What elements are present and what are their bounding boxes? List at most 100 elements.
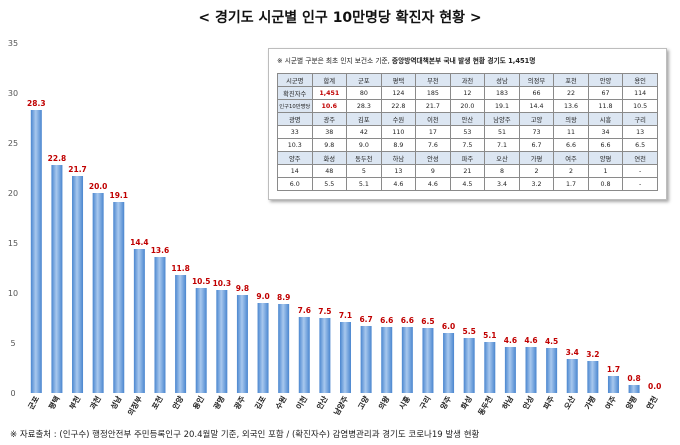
table-cell: 4.5	[449, 177, 486, 191]
table-cell: 5.5	[311, 177, 348, 191]
table-cell: 5	[346, 164, 382, 178]
value-label: 6.6	[401, 316, 414, 325]
bar-광명	[216, 290, 228, 393]
table-cell: 의정부	[518, 73, 555, 87]
table-cell: 17	[415, 125, 451, 139]
value-label: 11.8	[171, 264, 190, 273]
bar-구리	[422, 328, 434, 393]
table-cell: 부천	[415, 73, 451, 87]
table-cell: 48	[311, 164, 348, 178]
table-cell: 3.4	[484, 177, 520, 191]
bar-하남	[504, 347, 516, 393]
x-tick-label: 안산	[314, 394, 330, 411]
table-cell: 파주	[449, 151, 486, 165]
table-cell: 22.8	[380, 99, 417, 113]
table-cell: 남양주	[484, 112, 520, 126]
x-tick-label: 안양	[170, 394, 186, 411]
table-cell: 19.1	[484, 99, 520, 113]
bar-시흥	[401, 327, 413, 393]
table-cell: 8.9	[380, 138, 417, 152]
value-label: 13.6	[151, 246, 170, 255]
value-label: 5.1	[483, 331, 496, 340]
table-cell: 11.8	[587, 99, 624, 113]
bar-광주	[236, 295, 248, 393]
x-tick-label: 광명	[211, 394, 227, 411]
y-tick-label: 10	[8, 289, 18, 298]
table-cell: -	[622, 177, 658, 191]
table-cell: 114	[622, 86, 658, 100]
table-cell: 8	[484, 164, 520, 178]
bar-양평	[628, 385, 640, 393]
table-cell: 21.7	[415, 99, 451, 113]
table-cell: 안성	[415, 151, 451, 165]
table-cell: 광명	[277, 112, 313, 126]
value-label: 10.5	[192, 277, 211, 286]
table-cell: 1,451	[311, 86, 348, 100]
x-tick-label: 광주	[232, 394, 248, 411]
value-label: 19.1	[110, 191, 129, 200]
bar-안양	[175, 275, 187, 393]
table-cell: 안산	[449, 112, 486, 126]
table-header-row: 광명 광주 김포 수원 이천 안산 남양주 고양 의왕 시흥 구리	[277, 112, 658, 126]
x-tick-label: 포천	[149, 394, 165, 411]
inset-note: ※ 시군별 구분은 최초 인지 보건소 기준, 중앙방역대책본부 국내 발생 현…	[277, 55, 535, 65]
bar-파주	[546, 348, 558, 393]
table-cell: 13.6	[553, 99, 589, 113]
table-cell: 110	[380, 125, 417, 139]
value-label: 4.6	[504, 336, 517, 345]
x-tick-label: 연천	[644, 394, 660, 411]
x-tick-label: 오산	[561, 394, 577, 411]
value-label: 9.0	[256, 292, 269, 301]
x-tick-label: 안성	[520, 394, 536, 411]
table-cell: 시군명	[277, 73, 313, 87]
y-tick-label: 30	[8, 89, 18, 98]
bar-남양주	[340, 322, 351, 393]
table-cell: 의왕	[553, 112, 589, 126]
table-cell: 33	[277, 125, 313, 139]
table-cell: 화성	[311, 151, 348, 165]
table-cell: 광주	[311, 112, 348, 126]
value-label: 5.5	[463, 327, 476, 336]
stats-table: 시군명 합계 군포 평택 부천 과천 성남 의정부 포천 안양 용인 확진자수 1,451 80 124 18…	[277, 73, 658, 191]
y-tick-label: 20	[8, 189, 18, 198]
table-row: 33 38 42 110 17 53 51 73 11 34 13	[277, 125, 658, 139]
inset-note-bold: 중앙방역대책본부 국내 발생 현황 경기도 1,451명	[391, 57, 536, 65]
table-cell: 9.8	[311, 138, 348, 152]
x-tick-label: 성남	[108, 394, 124, 411]
bar-고양	[360, 326, 372, 393]
x-tick-label: 과천	[87, 394, 103, 411]
bar-안산	[319, 318, 331, 393]
table-cell: 185	[415, 86, 451, 100]
table-cell: 양평	[587, 151, 624, 165]
y-tick-label: 15	[8, 239, 18, 248]
value-label: 14.4	[130, 238, 149, 247]
value-label: 3.2	[586, 350, 599, 359]
table-cell: 4.6	[380, 177, 417, 191]
x-tick-label: 동두천	[476, 394, 495, 417]
inset-note-prefix: ※ 시군별 구분은 최초 인지 보건소 기준,	[277, 57, 390, 65]
table-cell: 6.6	[553, 138, 589, 152]
x-tick-label: 화성	[458, 394, 474, 411]
table-cell: -	[622, 164, 658, 178]
x-tick-label: 수원	[273, 394, 289, 411]
y-tick-label: 0	[10, 389, 15, 398]
table-cell: 66	[518, 86, 555, 100]
y-tick-label: 25	[8, 139, 18, 148]
x-tick-label: 파주	[541, 394, 557, 411]
table-cell: 14	[277, 164, 313, 178]
chart-title: < 경기도 시군별 인구 10만명당 확진자 현황 >	[198, 10, 482, 26]
table-row: 14 48 5 13 9 21 8 2 2 1-	[277, 164, 658, 178]
table-cell: 3.2	[518, 177, 555, 191]
bar-군포	[30, 110, 42, 393]
value-label: 7.6	[298, 306, 311, 315]
bar-수원	[278, 304, 290, 393]
table-cell: 14.4	[518, 99, 555, 113]
y-tick-label: 35	[8, 39, 18, 48]
x-tick-label: 가평	[582, 394, 598, 411]
source-footnote: ※ 자료출처 : (인구수) 행정안전부 주민등록인구 20.4월말 기준, 외…	[10, 430, 480, 440]
table-cell: 여주	[553, 151, 589, 165]
x-tick-label: 하남	[500, 394, 516, 411]
table-cell: 7.1	[484, 138, 520, 152]
x-tick-label: 군포	[26, 394, 41, 411]
table-cell: 5.1	[346, 177, 382, 191]
